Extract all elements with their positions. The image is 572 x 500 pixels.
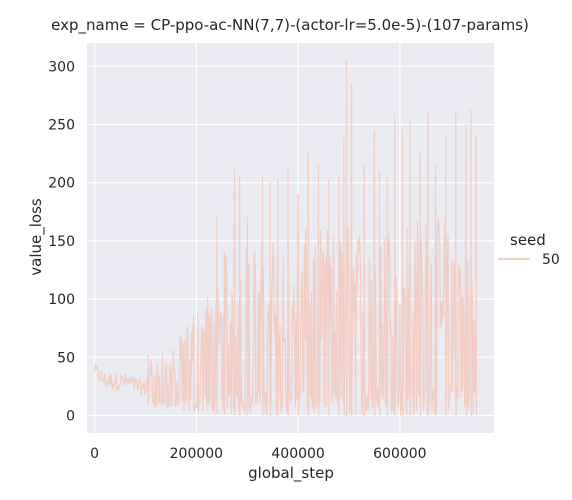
y-tick-label: 150 [48,234,75,250]
y-tick-label: 50 [57,350,75,366]
legend: seed 50 [498,231,560,268]
x-axis-label: global_step [248,464,334,483]
chart-title: exp_name = CP-ppo-ac-NN(7,7)-(actor-lr=5… [51,16,529,35]
legend-label: 50 [542,252,560,268]
y-axis-ticks: 0 50 100 150 200 250 300 [48,59,75,424]
legend-title: seed [510,231,546,249]
x-tick-label: 0 [90,446,99,462]
y-tick-label: 300 [48,59,75,75]
series-layer [93,59,478,417]
y-tick-label: 250 [48,117,75,133]
x-axis-ticks: 0 200000 400000 600000 [90,446,426,462]
x-tick-label: 400000 [271,446,324,462]
y-tick-label: 200 [48,176,75,192]
y-tick-label: 100 [48,292,75,308]
y-tick-label: 0 [66,409,75,425]
series-line-50 [93,59,478,417]
x-tick-label: 600000 [373,446,426,462]
y-axis-label: value_loss [27,198,46,276]
x-tick-label: 200000 [170,446,223,462]
